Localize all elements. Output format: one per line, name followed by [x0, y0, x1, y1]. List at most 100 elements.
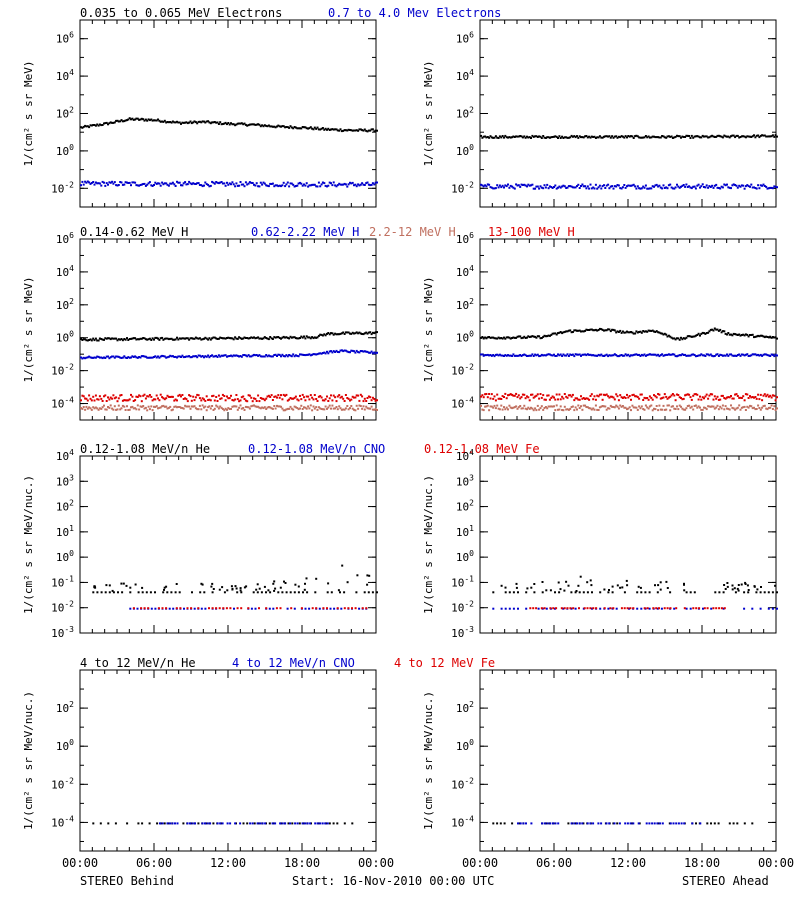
data-point — [651, 822, 654, 825]
data-point — [626, 185, 628, 188]
data-point — [617, 355, 620, 358]
data-point — [365, 400, 368, 402]
data-point — [543, 184, 546, 187]
data-point — [654, 353, 657, 356]
data-point — [117, 355, 120, 358]
data-point — [362, 129, 365, 132]
data-point — [231, 587, 234, 590]
data-point — [489, 405, 492, 408]
data-point — [358, 331, 361, 334]
data-point — [313, 183, 316, 186]
data-point — [308, 184, 311, 187]
legend-entry: 4 to 12 MeV/n He — [80, 656, 196, 670]
data-point — [231, 123, 234, 126]
data-point — [101, 124, 104, 126]
data-point — [366, 407, 369, 410]
data-point — [240, 396, 243, 399]
data-point — [715, 353, 718, 356]
data-point — [657, 136, 660, 139]
data-point — [157, 407, 159, 410]
data-point — [554, 822, 557, 825]
data-point — [776, 591, 778, 594]
data-point — [615, 135, 618, 138]
data-point — [250, 607, 253, 610]
y-tick-label: 10-1 — [51, 574, 74, 589]
data-point — [762, 353, 765, 356]
data-point — [315, 353, 318, 356]
data-point — [746, 184, 749, 187]
data-point — [126, 405, 128, 408]
data-point — [594, 404, 597, 407]
data-point — [644, 135, 647, 137]
data-point — [617, 407, 620, 410]
data-point — [763, 393, 766, 396]
data-point — [111, 589, 114, 592]
data-point — [666, 135, 669, 138]
data-point — [709, 186, 712, 188]
data-point — [526, 355, 528, 357]
data-point — [334, 351, 337, 353]
data-point — [634, 332, 637, 335]
data-point — [213, 182, 216, 185]
data-point — [526, 336, 528, 339]
data-point — [170, 409, 173, 412]
data-point — [188, 394, 191, 397]
data-point — [761, 184, 764, 187]
legend-entry: 0.62-2.22 MeV H — [251, 225, 359, 239]
y-tick-label: 104 — [456, 264, 474, 279]
data-point — [296, 407, 299, 409]
data-point — [205, 337, 208, 340]
data-point — [640, 405, 643, 408]
data-point — [553, 396, 555, 399]
data-point — [559, 588, 562, 591]
data-point — [350, 349, 353, 352]
data-point — [659, 408, 662, 411]
data-point — [305, 335, 308, 338]
data-point — [188, 405, 191, 408]
data-point — [607, 135, 610, 138]
data-point — [186, 400, 189, 403]
data-point — [128, 356, 131, 359]
x-tick-label: 00:00 — [62, 856, 98, 870]
data-point — [308, 398, 311, 401]
data-point — [271, 399, 274, 401]
data-point — [256, 583, 259, 586]
plot-frame — [479, 455, 777, 634]
data-point — [578, 135, 581, 138]
data-point — [720, 354, 723, 357]
data-point — [357, 332, 360, 335]
data-point — [636, 396, 639, 399]
data-point — [674, 399, 677, 402]
data-point — [166, 356, 169, 359]
data-point — [243, 409, 246, 411]
data-point — [263, 585, 266, 588]
data-point — [366, 332, 369, 335]
data-point — [539, 337, 542, 340]
data-point — [236, 354, 239, 357]
data-point — [180, 122, 182, 125]
data-point — [544, 137, 547, 139]
data-point — [328, 822, 331, 825]
data-point — [344, 331, 347, 334]
data-point — [82, 356, 85, 359]
data-point — [500, 186, 503, 189]
data-point — [508, 607, 511, 610]
data-point — [130, 406, 132, 409]
data-point — [567, 408, 570, 411]
data-point — [111, 180, 114, 183]
data-point — [707, 405, 710, 408]
data-point — [613, 406, 616, 409]
data-point — [309, 394, 312, 397]
data-point — [192, 182, 195, 185]
data-point — [700, 136, 703, 139]
data-point — [565, 354, 568, 357]
data-point — [671, 337, 674, 340]
data-point — [182, 337, 185, 340]
data-point — [707, 331, 710, 334]
data-point — [330, 332, 332, 335]
data-point — [157, 607, 160, 610]
data-point — [93, 124, 96, 126]
data-point — [150, 339, 153, 341]
data-point — [520, 355, 523, 357]
data-point — [161, 120, 164, 123]
